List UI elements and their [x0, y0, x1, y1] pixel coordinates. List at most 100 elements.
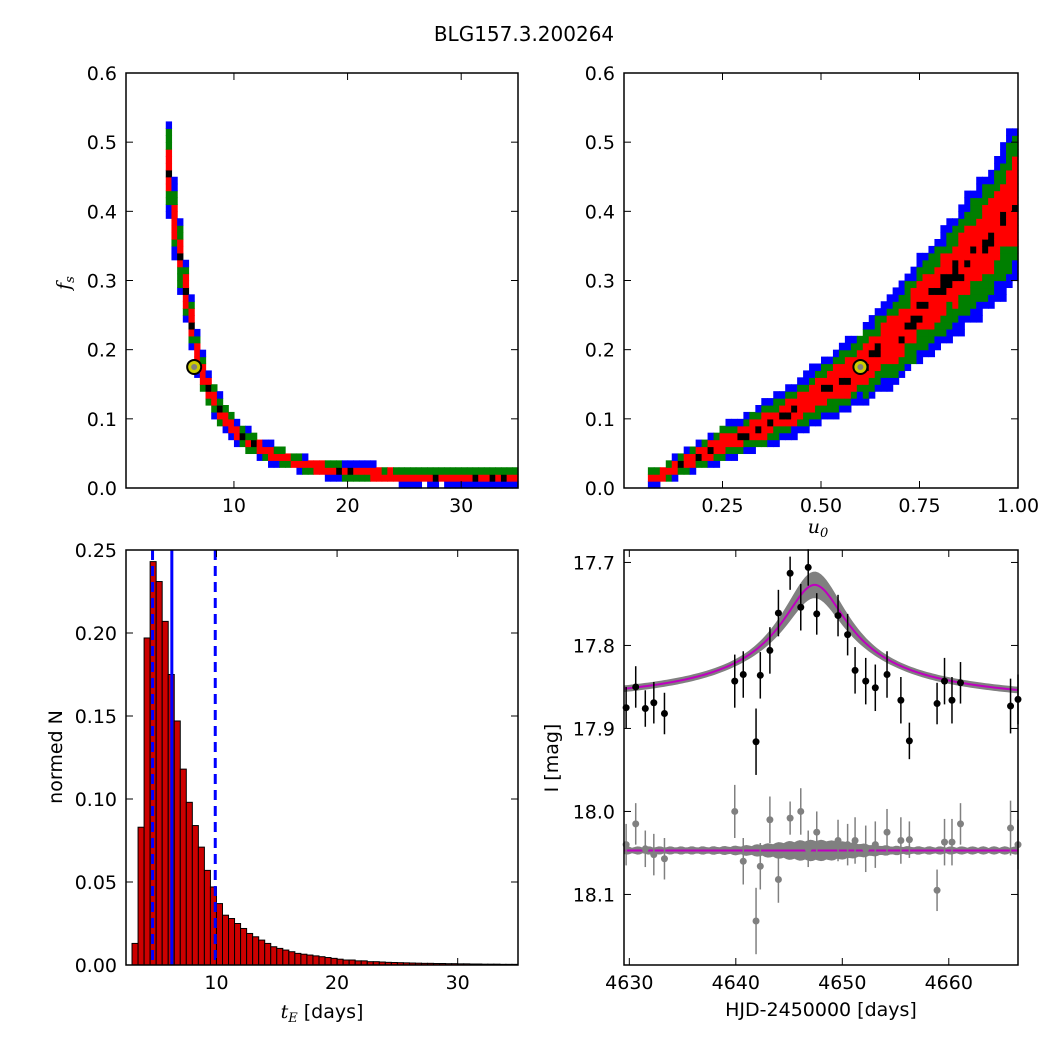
heatmap-cell [1000, 225, 1007, 233]
heatmap-cell [916, 356, 924, 365]
heatmap-cell [250, 432, 258, 441]
heatmap-cell [940, 294, 947, 302]
heatmap-cell [296, 460, 303, 468]
heatmap-cell [1012, 273, 1019, 282]
heatmap-cell [874, 308, 882, 316]
data-point [650, 699, 658, 707]
heatmap-cell [874, 342, 882, 351]
heatmap-cell [695, 439, 703, 448]
heatmap-cell [1000, 197, 1007, 206]
heatmap-cell [898, 280, 906, 289]
heatmap-cell [1012, 225, 1019, 233]
heatmap-cell [832, 363, 840, 372]
heatmap-cell [916, 315, 924, 323]
heatmap-cell [988, 301, 995, 309]
heatmap-cell [701, 460, 709, 468]
residual-point [641, 845, 649, 853]
heatmap-cell [500, 467, 508, 475]
heatmap-cell [868, 335, 876, 344]
heatmap-cell [245, 425, 252, 434]
heatmap-cell [964, 266, 971, 275]
heatmap-cell [188, 328, 195, 337]
residual-point [774, 876, 782, 884]
heatmap-cell [273, 453, 280, 461]
heatmap-cell [922, 308, 930, 316]
heatmap-cell [1006, 197, 1013, 206]
heatmap-cell [970, 232, 977, 240]
heatmap-cell [832, 384, 840, 392]
heatmap-cell [916, 280, 924, 289]
heatmap-cell [976, 287, 983, 295]
heatmap-cell [358, 460, 366, 468]
heatmap-cell [976, 225, 983, 233]
heatmap-cell [874, 335, 882, 344]
heatmap-cell [970, 287, 977, 295]
histogram-bar [234, 923, 242, 966]
heatmap-cell [1000, 287, 1007, 295]
heatmap-cell [910, 328, 918, 337]
heatmap-cell [976, 301, 983, 309]
heatmap-cell [970, 218, 977, 226]
best-fit-marker-te [186, 358, 203, 375]
heatmap-cell [809, 405, 816, 413]
residual-point [956, 820, 964, 828]
heatmap-cell [415, 474, 423, 482]
data-point [797, 603, 805, 611]
heatmap-cell [886, 308, 894, 316]
heatmap-cell [182, 259, 190, 268]
heatmap-cell [1012, 176, 1019, 185]
heatmap-cell [982, 197, 989, 206]
heatmap-cell [353, 474, 360, 482]
heatmap-cell [707, 446, 715, 455]
data-point [851, 666, 859, 674]
data-point [731, 677, 739, 685]
heatmap-cell [994, 183, 1001, 192]
residual-point [897, 837, 905, 844]
histogram-bar [264, 942, 272, 966]
heatmap-cell [880, 342, 888, 351]
heatmap-cell [940, 232, 947, 240]
heatmap-cell [934, 252, 941, 261]
heatmap-cell [994, 169, 1001, 178]
heatmap-cell [916, 266, 924, 275]
heatmap-cell [1012, 162, 1019, 171]
heatmap-cell [922, 328, 930, 337]
heatmap-cell [940, 287, 947, 295]
heatmap-cell [302, 467, 309, 475]
heatmap-cell [1000, 176, 1007, 185]
heatmap-cell [336, 460, 343, 468]
heatmap-cell [850, 342, 858, 351]
histogram-bar [173, 720, 181, 966]
heatmap-cell [838, 398, 846, 406]
heatmap-cell [934, 245, 941, 254]
heatmap-cell [307, 460, 315, 468]
heatmap-cell [994, 266, 1001, 275]
heatmap-cell [165, 169, 173, 178]
heatmap-cell [994, 294, 1001, 302]
heatmap-cell [928, 287, 936, 295]
heatmap-cell [988, 190, 995, 199]
heatmap-cell [868, 363, 876, 372]
heatmap-cell [910, 356, 918, 365]
heatmap-cell [347, 474, 354, 482]
heatmap-cell [922, 301, 930, 309]
heatmap-cell [1006, 190, 1013, 199]
best-fit-marker-core [191, 363, 198, 370]
heatmap-cell [976, 266, 983, 275]
heatmap-cell [898, 335, 906, 344]
heatmap-cell [958, 239, 965, 247]
heatmap-cell [731, 432, 739, 441]
heatmap-cell [222, 425, 229, 434]
heatmap-cell [393, 474, 400, 482]
heatmap-cell [970, 280, 977, 289]
residual-point [851, 837, 859, 844]
heatmap-cell [970, 301, 977, 309]
heatmap-cell [826, 405, 834, 413]
heatmap-cell [946, 239, 953, 247]
heatmap-cell [976, 280, 983, 289]
percentile-lines [151, 550, 217, 965]
heatmap-cell [262, 439, 269, 448]
heatmap-cell [250, 446, 258, 455]
histogram-bar [185, 801, 193, 966]
